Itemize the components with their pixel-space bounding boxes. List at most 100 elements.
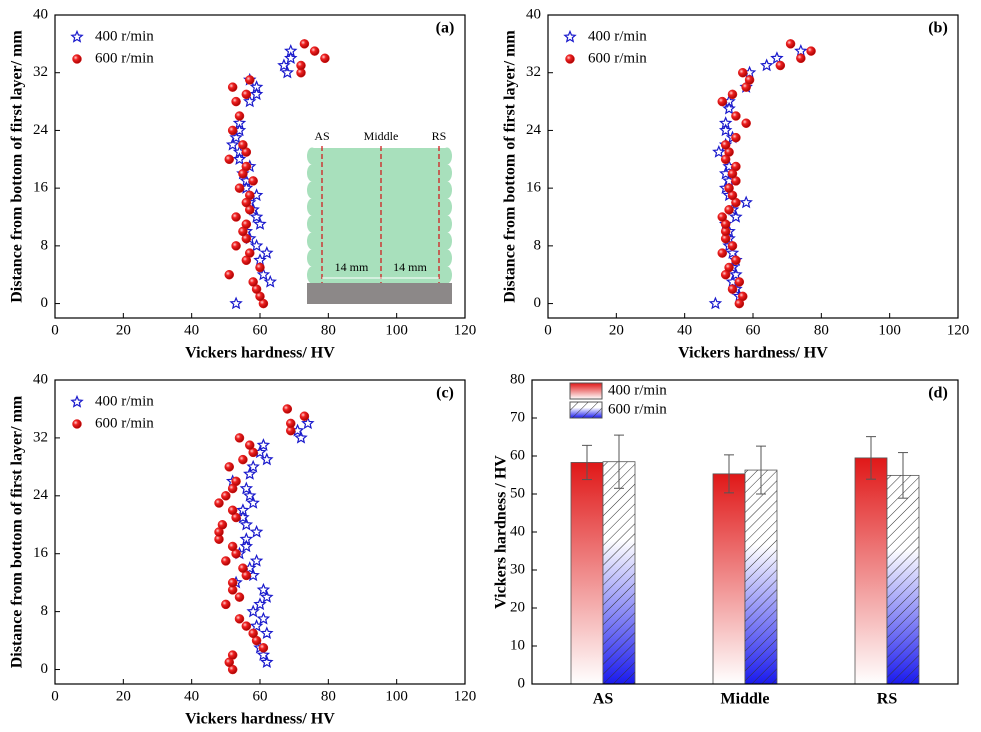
ball-marker — [238, 563, 248, 573]
inset-bump — [442, 232, 452, 250]
y-tick-label: 30 — [510, 561, 525, 577]
x-axis-title: Vickers hardness/ HV — [678, 345, 828, 362]
star-marker — [739, 195, 753, 209]
ball-marker — [245, 440, 255, 450]
legend-marker — [563, 29, 577, 43]
inset-bump — [442, 249, 452, 267]
ball-marker — [231, 241, 241, 251]
ball-marker — [255, 262, 265, 273]
star-marker — [260, 452, 274, 466]
y-axis-title: Vickers hardness / HV — [493, 455, 510, 609]
star-marker — [246, 604, 260, 618]
inset-label: Middle — [364, 129, 399, 143]
star-marker — [301, 416, 315, 430]
inset-bump — [442, 164, 452, 182]
y-tick-label: 40 — [33, 6, 48, 22]
ball-marker — [227, 505, 238, 516]
ball-marker — [717, 212, 727, 222]
ball-marker — [214, 498, 224, 508]
legend-marker — [72, 419, 82, 429]
panel-label: (a) — [436, 20, 455, 37]
bar — [712, 473, 746, 685]
x-tick-label: 60 — [253, 688, 268, 704]
inset-base — [307, 283, 452, 304]
legend-label: 400 r/min — [608, 382, 667, 398]
x-tick-label: 100 — [878, 322, 901, 338]
y-tick-label: 32 — [33, 64, 48, 80]
ball-marker — [720, 140, 731, 150]
bar-hatch — [745, 470, 777, 684]
panel: 0 20 40 60 80 100 120 0 8 16 24 32 40 Vickers hardnes… — [502, 6, 970, 361]
y-tick-label: 50 — [510, 485, 525, 501]
ball-marker — [231, 96, 241, 107]
ball-marker — [282, 404, 293, 414]
y-tick-label: 60 — [510, 447, 525, 463]
ball-marker — [806, 46, 816, 56]
ball-marker — [299, 411, 310, 421]
star-marker — [708, 296, 723, 310]
x-tick-label: 60 — [253, 322, 268, 338]
x-tick-label: Middle — [721, 691, 770, 708]
star-marker — [239, 481, 254, 495]
ball-marker — [248, 628, 258, 639]
star-marker — [718, 123, 733, 137]
star-marker — [229, 296, 243, 310]
ball-marker — [227, 541, 238, 552]
star-marker — [260, 246, 274, 259]
panel-label: (d) — [928, 385, 948, 402]
panel-label: (b) — [928, 20, 948, 37]
x-tick-label: 40 — [184, 688, 199, 704]
star-marker — [712, 145, 726, 158]
ball-marker — [744, 75, 755, 85]
star-marker — [256, 438, 271, 451]
inset-bump — [442, 147, 452, 165]
ball-marker — [224, 154, 234, 165]
star-marker — [256, 267, 271, 281]
star-marker — [759, 58, 774, 72]
inset-bump — [307, 232, 317, 250]
star-marker — [253, 217, 267, 230]
x-tick-label: 80 — [814, 322, 829, 338]
star-marker — [246, 459, 260, 473]
x-tick-label: AS — [593, 691, 614, 708]
inset-bump — [442, 215, 452, 233]
star-marker — [725, 246, 740, 259]
inset-body — [312, 148, 447, 284]
legend-marker — [72, 54, 82, 64]
inset-bump — [442, 198, 452, 216]
star-marker — [284, 51, 298, 65]
bar-hatch — [887, 475, 919, 684]
ball-marker — [241, 621, 252, 631]
star-marker — [294, 430, 308, 444]
legend-marker — [70, 394, 84, 408]
y-tick-label: 24 — [526, 122, 542, 138]
x-tick-label: 0 — [544, 322, 552, 338]
x-tick-label: 20 — [116, 322, 131, 338]
star-marker — [249, 87, 264, 101]
x-tick-label: 0 — [51, 688, 59, 704]
ball-marker — [227, 577, 238, 588]
ball-marker — [296, 60, 306, 71]
star-marker — [280, 65, 295, 79]
panel: 0 20 40 60 80 100 120 0 8 16 24 32 40 Vickers hardnes… — [9, 6, 477, 361]
legend-marker — [70, 29, 84, 43]
ball-marker — [227, 125, 238, 136]
legend-label: 600 r/min — [588, 50, 647, 66]
star-marker — [229, 130, 243, 144]
ball-marker — [248, 176, 258, 186]
ball-marker — [286, 418, 296, 429]
ball-marker — [734, 277, 745, 287]
x-tick-label: 20 — [116, 688, 131, 704]
ball-marker — [258, 643, 269, 653]
plot-frame — [54, 379, 466, 685]
bar — [854, 457, 888, 685]
star-marker — [249, 553, 264, 567]
star-marker — [718, 116, 733, 129]
x-tick-label: RS — [877, 691, 898, 708]
star-marker — [260, 626, 274, 640]
star-marker — [729, 209, 743, 223]
ball-marker — [775, 60, 786, 71]
ball-marker — [245, 75, 255, 85]
y-axis-title: Distance from bottom of first layer/ mm — [502, 30, 519, 303]
